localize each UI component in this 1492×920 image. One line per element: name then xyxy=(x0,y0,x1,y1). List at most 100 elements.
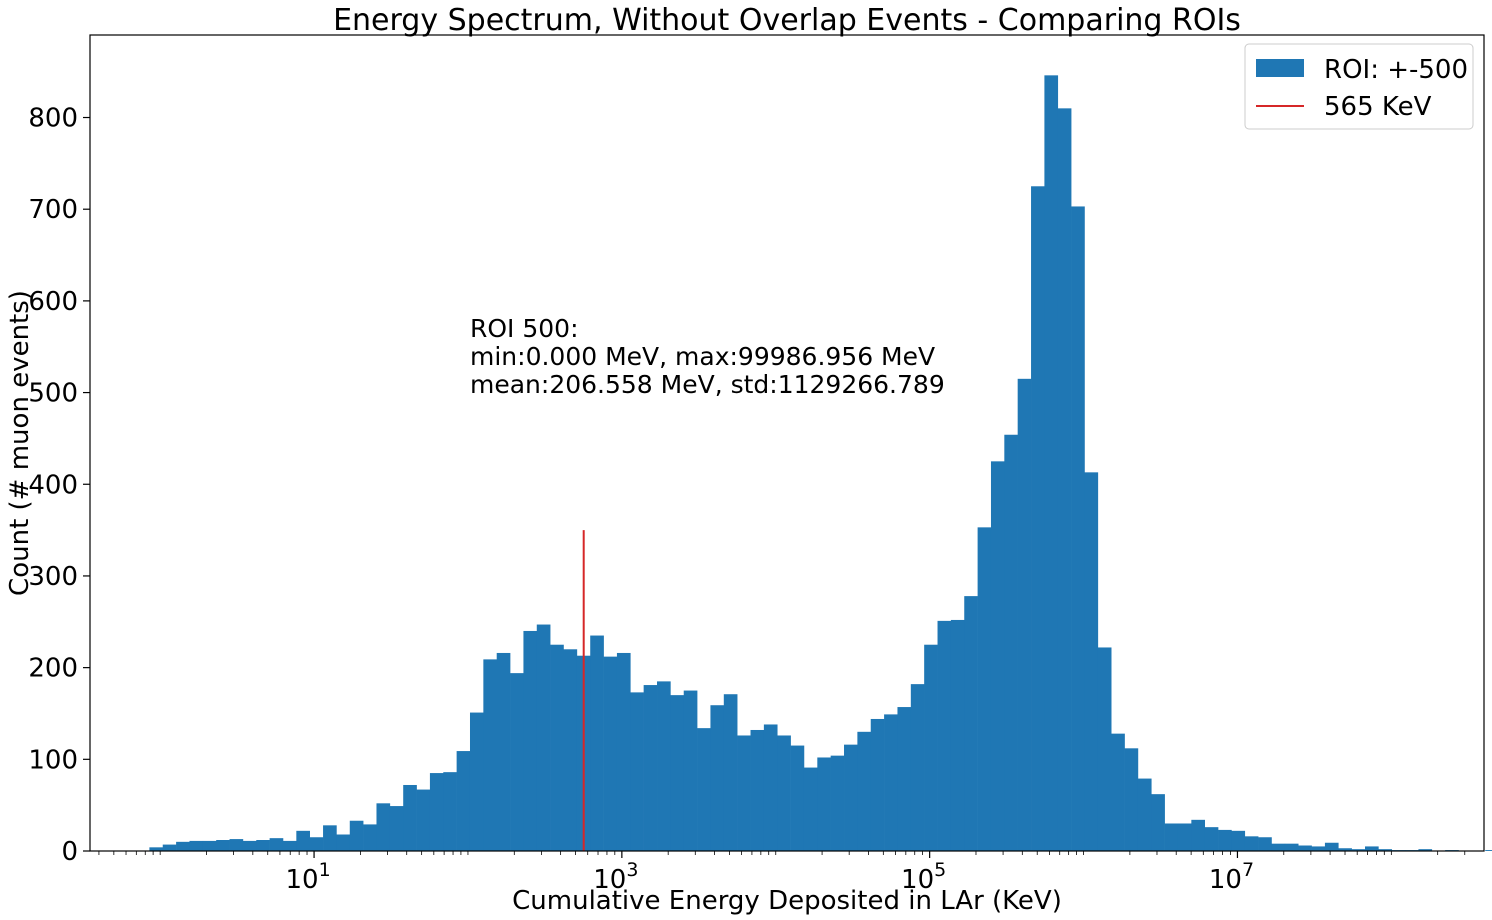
stats-annotation: ROI 500: min:0.000 MeV, max:99986.956 Me… xyxy=(470,314,945,399)
histogram-bar xyxy=(1418,849,1433,851)
histogram-bar xyxy=(496,652,511,851)
x-axis-label: Cumulative Energy Deposited in LAr (KeV) xyxy=(512,886,1062,916)
histogram-bar xyxy=(1057,108,1072,852)
histogram-bar xyxy=(777,735,791,851)
histogram-bar xyxy=(563,649,578,851)
histogram-bar xyxy=(830,755,845,851)
histogram-bar xyxy=(403,784,417,851)
histogram-bar xyxy=(1324,842,1339,851)
histogram-bar xyxy=(857,731,872,851)
histogram-bar xyxy=(189,840,204,851)
histogram-bar xyxy=(803,767,818,851)
x-tick-label: 107 xyxy=(1209,859,1254,895)
x-tick-label: 105 xyxy=(901,859,946,895)
histogram-bar xyxy=(1485,850,1492,851)
histogram-bar xyxy=(1258,837,1272,851)
histogram-bar xyxy=(1244,836,1259,851)
histogram-bar xyxy=(683,690,698,851)
y-tick-label: 800 xyxy=(28,104,78,134)
y-tick-label: 300 xyxy=(28,562,78,592)
histogram-bar xyxy=(363,824,377,851)
histogram-bar xyxy=(1191,819,1205,851)
histogram-bar xyxy=(750,729,765,851)
histogram-bar xyxy=(884,714,898,851)
histogram-bar xyxy=(176,841,190,851)
histogram-bar xyxy=(737,735,751,851)
y-tick-label: 200 xyxy=(28,654,78,684)
histogram-bar xyxy=(242,840,257,851)
histogram-bar xyxy=(616,652,631,851)
histogram-bar xyxy=(256,840,270,851)
histogram-bar xyxy=(510,673,524,851)
histogram-bar xyxy=(1365,846,1379,851)
histogram-bar xyxy=(1351,849,1366,851)
histogram-bar xyxy=(443,772,457,851)
histogram-bar xyxy=(763,724,778,851)
annotation-line-3: mean:206.558 MeV, std:1129266.789 xyxy=(470,370,945,399)
histogram-bar xyxy=(657,681,671,851)
histogram-bar xyxy=(1378,849,1393,851)
histogram-bar xyxy=(1231,830,1246,851)
histogram-bar xyxy=(416,789,431,851)
legend-patch-swatch xyxy=(1256,59,1304,77)
histogram-bar xyxy=(977,527,992,851)
histogram-bar xyxy=(216,840,230,851)
histogram-bar xyxy=(336,834,351,851)
histogram-bar xyxy=(630,692,644,851)
histogram-bar xyxy=(1218,829,1232,851)
histogram-bar xyxy=(1044,75,1059,852)
y-axis-ticks: 0 100 200 300 400 500 600 700 800 xyxy=(28,104,90,867)
histogram-bar xyxy=(1204,827,1219,851)
histogram-bar xyxy=(1298,845,1312,851)
histogram-bar xyxy=(389,806,404,851)
histogram-bar xyxy=(1031,186,1045,851)
histogram-bar xyxy=(296,830,310,851)
histogram-bar xyxy=(536,624,551,851)
histogram-bar xyxy=(1164,823,1179,851)
x-axis-ticks: 101 103 105 107 xyxy=(98,851,1466,895)
histogram-bar xyxy=(590,635,604,851)
histogram-bar xyxy=(1071,206,1085,851)
histogram-bar xyxy=(964,596,978,851)
histogram-bar xyxy=(149,847,164,851)
histogram-bar xyxy=(723,694,738,851)
histogram-bar xyxy=(990,461,1005,851)
histogram-bars xyxy=(149,75,1492,852)
histogram-bar xyxy=(1151,794,1165,851)
histogram-bar xyxy=(643,685,658,851)
histogram-bar xyxy=(1097,647,1112,851)
y-tick-label: 700 xyxy=(28,195,78,225)
y-axis-label: Count (# muon events) xyxy=(5,290,35,596)
histogram-bar xyxy=(924,644,938,851)
histogram-bar xyxy=(550,644,564,851)
histogram-bar xyxy=(269,838,284,851)
histogram-bar xyxy=(697,728,711,851)
histogram-bar xyxy=(1338,848,1352,851)
plot-frame xyxy=(89,34,1485,852)
histogram-bar xyxy=(950,619,965,851)
chart-title: Energy Spectrum, Without Overlap Events … xyxy=(333,3,1241,38)
x-tick-label: 101 xyxy=(285,859,330,895)
histogram-bar xyxy=(1311,846,1326,851)
histogram-bar xyxy=(1177,823,1192,851)
histogram-bar xyxy=(469,712,484,851)
histogram-bar xyxy=(897,707,912,851)
histogram-bar xyxy=(937,620,952,851)
histogram-bar xyxy=(817,757,831,851)
x-tick-label: 103 xyxy=(593,859,638,895)
histogram-bar xyxy=(376,803,391,851)
annotation-line-1: ROI 500: xyxy=(470,314,579,343)
histogram-bar xyxy=(1111,733,1125,851)
histogram-bar xyxy=(1284,843,1299,851)
histogram-bar xyxy=(603,656,618,851)
legend-label-roi: ROI: +-500 xyxy=(1324,55,1468,85)
histogram-bar xyxy=(910,684,925,851)
histogram-bar xyxy=(710,705,725,851)
histogram-bar xyxy=(323,825,337,851)
histogram-bar xyxy=(483,659,498,851)
histogram-bar xyxy=(229,839,244,851)
histogram-bar xyxy=(282,840,297,851)
histogram-bar xyxy=(1124,748,1139,851)
histogram-bar xyxy=(309,837,324,851)
